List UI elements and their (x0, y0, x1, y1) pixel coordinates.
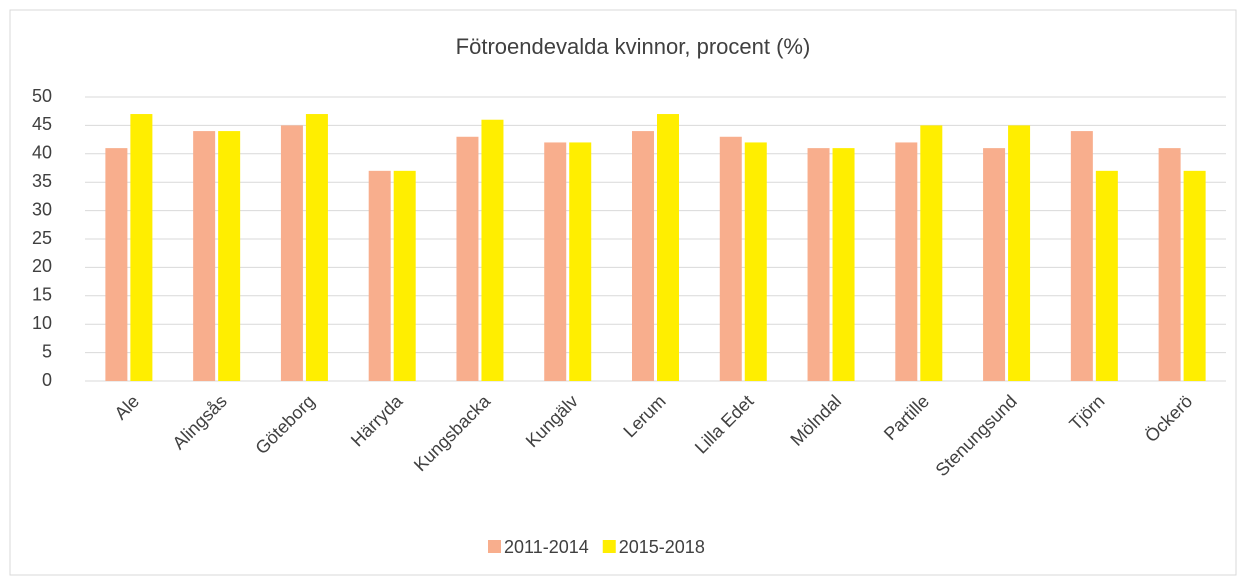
legend-swatch (488, 540, 501, 553)
legend-swatch (602, 540, 616, 553)
bar (1070, 131, 1093, 381)
y-tick-label: 5 (42, 341, 52, 361)
y-tick-label: 45 (32, 114, 52, 134)
y-tick-label: 25 (32, 228, 52, 248)
bar (481, 119, 504, 381)
y-tick-label: 10 (32, 313, 52, 333)
bar (920, 125, 943, 382)
bar (1183, 170, 1206, 381)
y-tick-label: 35 (32, 171, 52, 191)
y-tick-label: 50 (32, 86, 52, 106)
chart-title: Fötroendevalda kvinnor, procent (%) (456, 34, 811, 59)
bar (983, 148, 1006, 381)
y-tick-label: 0 (42, 370, 52, 390)
bar (719, 136, 742, 381)
legend-label: 2015-2018 (619, 537, 705, 557)
bar (832, 148, 855, 381)
bar (456, 136, 479, 381)
bar (1158, 148, 1181, 381)
bar (632, 131, 654, 381)
bar (744, 142, 767, 381)
bar (368, 170, 391, 381)
bar (1095, 170, 1118, 381)
bar (218, 131, 241, 381)
bar (105, 148, 128, 381)
legend-label: 2011-2014 (504, 537, 589, 557)
bar (193, 131, 216, 381)
y-tick-label: 30 (32, 199, 52, 219)
y-tick-label: 15 (32, 285, 52, 305)
bar (895, 142, 918, 381)
y-tick-label: 40 (32, 143, 52, 163)
bar (544, 142, 567, 381)
bar (1008, 125, 1031, 382)
y-tick-label: 20 (32, 256, 52, 276)
bar (393, 170, 416, 381)
bar (280, 125, 303, 382)
bar (569, 142, 592, 381)
bar (657, 114, 679, 381)
bar (130, 114, 153, 381)
bar (305, 114, 328, 381)
bar (807, 148, 830, 381)
